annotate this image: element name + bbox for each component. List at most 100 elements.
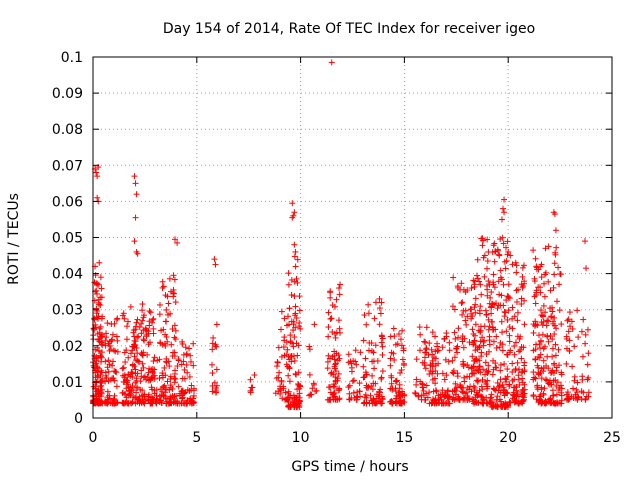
data-point [171, 379, 178, 386]
data-point [469, 353, 476, 360]
data-point [353, 361, 360, 368]
data-point [291, 241, 298, 248]
data-point [210, 334, 217, 341]
data-point [296, 323, 303, 330]
data-point [296, 390, 303, 397]
data-point [434, 370, 441, 377]
data-point [484, 258, 491, 265]
data-point [445, 387, 452, 394]
data-point [365, 310, 372, 317]
data-point [190, 392, 197, 399]
data-point [546, 396, 553, 403]
data-point [184, 369, 191, 376]
data-point [544, 333, 551, 340]
data-point [445, 395, 452, 402]
data-point [345, 351, 352, 358]
data-point [570, 385, 577, 392]
data-point [449, 369, 456, 376]
data-point [390, 325, 397, 332]
data-point [131, 173, 138, 180]
data-point [552, 341, 559, 348]
data-point [488, 318, 495, 325]
data-point [311, 321, 318, 328]
data-point [509, 360, 516, 367]
y-tick-label: 0.06 [52, 194, 83, 210]
data-point [150, 396, 157, 403]
data-point [413, 356, 420, 363]
data-point [397, 369, 404, 376]
data-point [332, 334, 339, 341]
data-point [125, 318, 132, 325]
data-point [459, 388, 466, 395]
data-point [113, 383, 120, 390]
data-point [157, 397, 164, 404]
data-point [501, 209, 508, 216]
data-point [534, 382, 541, 389]
data-point [129, 347, 136, 354]
y-axis-label: ROTI / TECUs [6, 193, 22, 285]
data-point [190, 395, 197, 402]
data-point [435, 347, 442, 354]
data-point [293, 404, 300, 411]
data-point [156, 375, 163, 382]
data-point [370, 396, 377, 403]
data-point [376, 391, 383, 398]
data-point [490, 338, 497, 345]
data-point [275, 374, 282, 381]
data-point [387, 355, 394, 362]
data-point [140, 336, 147, 343]
data-point [515, 286, 522, 293]
data-point [452, 386, 459, 393]
data-point [173, 392, 180, 399]
data-point [497, 267, 504, 274]
chart-title: Day 154 of 2014, Rate Of TEC Index for r… [163, 21, 535, 37]
data-point [212, 261, 219, 268]
axis-ticks [92, 56, 613, 419]
data-point [97, 386, 104, 393]
data-point [585, 350, 592, 357]
data-point [166, 363, 173, 370]
data-point [472, 309, 479, 316]
data-point [565, 316, 572, 323]
data-point [171, 276, 178, 283]
data-point [491, 240, 498, 247]
data-point [389, 386, 396, 393]
data-point [541, 280, 548, 287]
data-point [574, 307, 581, 314]
data-point [171, 334, 178, 341]
data-point [291, 334, 298, 341]
data-point [94, 373, 101, 380]
data-point [469, 370, 476, 377]
data-point [491, 258, 498, 265]
data-point [444, 388, 451, 395]
y-tick-label: 0.07 [52, 158, 83, 174]
data-point [188, 382, 195, 389]
data-point [530, 393, 537, 400]
data-point [531, 293, 538, 300]
data-point [462, 317, 469, 324]
data-point [503, 328, 510, 335]
data-point [582, 331, 589, 338]
data-point [290, 352, 297, 359]
data-point [550, 284, 557, 291]
data-point [499, 347, 506, 354]
data-point [497, 274, 504, 281]
data-point [476, 363, 483, 370]
data-point [545, 243, 552, 250]
data-point [449, 396, 456, 403]
data-point [548, 381, 555, 388]
data-point [144, 351, 151, 358]
data-point [484, 385, 491, 392]
data-point [507, 252, 514, 259]
data-point [149, 319, 156, 326]
data-point [106, 338, 113, 345]
data-point [287, 339, 294, 346]
data-point [187, 358, 194, 365]
data-point [537, 351, 544, 358]
data-point [437, 391, 444, 398]
data-point [98, 377, 105, 384]
data-point [490, 271, 497, 278]
data-point [140, 364, 147, 371]
data-point [125, 383, 132, 390]
data-point [469, 326, 476, 333]
